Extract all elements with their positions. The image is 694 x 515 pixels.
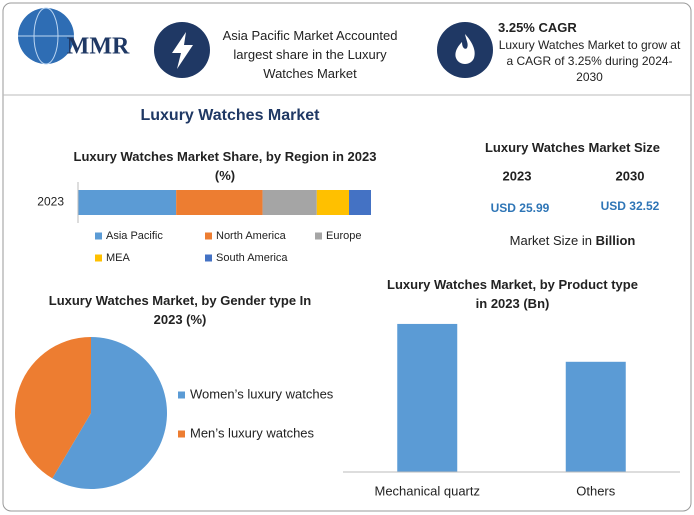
legend-label: MEA (106, 252, 131, 264)
legend-label: North America (216, 230, 287, 242)
pie-slice (52, 337, 168, 490)
unit: Billion (595, 233, 636, 248)
legend-swatch (315, 232, 322, 240)
note: Market Size in (509, 233, 593, 248)
year-label: 2030 (616, 168, 645, 183)
size-title: Luxury Watches Market Size (484, 140, 661, 155)
legend-label: Women’s luxury watches (190, 386, 334, 401)
bar-segment (262, 190, 317, 215)
y-tick-label: 2023 (37, 195, 64, 209)
chart-title: Luxury Watches Market, by Gender type In… (48, 293, 312, 327)
flame-icon (455, 34, 475, 64)
logo-text: MMR (67, 34, 130, 60)
chart-title: Luxury Watches Market Share, by Region i… (73, 149, 377, 183)
pie-slice (15, 337, 91, 479)
legend-label: South America (216, 252, 288, 264)
size-value: USD 32.52 (601, 199, 660, 213)
bar-segment (316, 190, 350, 215)
legend-swatch (178, 430, 185, 438)
legend-label: Europe (326, 230, 361, 242)
year-label: 2023 (503, 168, 532, 183)
size-note: Market Size in Billion (470, 233, 675, 248)
legend-label: Asia Pacific (106, 230, 163, 242)
highlight-text: Asia Pacific Market Accounted largest sh… (222, 28, 398, 81)
x-tick-label: Others (576, 483, 616, 498)
legend-swatch (95, 232, 102, 240)
legend-swatch (205, 232, 212, 240)
cagr-title: 3.25% CAGR (498, 20, 577, 35)
legend-label: Men’s luxury watches (190, 425, 315, 440)
bar (565, 361, 626, 472)
legend-swatch (205, 254, 212, 262)
bar-segment (349, 190, 371, 215)
chart-title: Luxury Watches Market, by Product type i… (387, 277, 638, 311)
bar-segment (78, 190, 177, 215)
bolt-icon (172, 32, 193, 69)
legend-swatch (178, 391, 185, 399)
x-tick-label: Mechanical quartz (375, 483, 481, 498)
bar (397, 323, 458, 472)
main-title: Luxury Watches Market (140, 107, 320, 124)
size-value: USD 25.99 (491, 201, 550, 215)
legend-swatch (95, 254, 102, 262)
bar-segment (176, 190, 263, 215)
cagr-text: Luxury Watches Market to grow at a CAGR … (498, 38, 681, 84)
